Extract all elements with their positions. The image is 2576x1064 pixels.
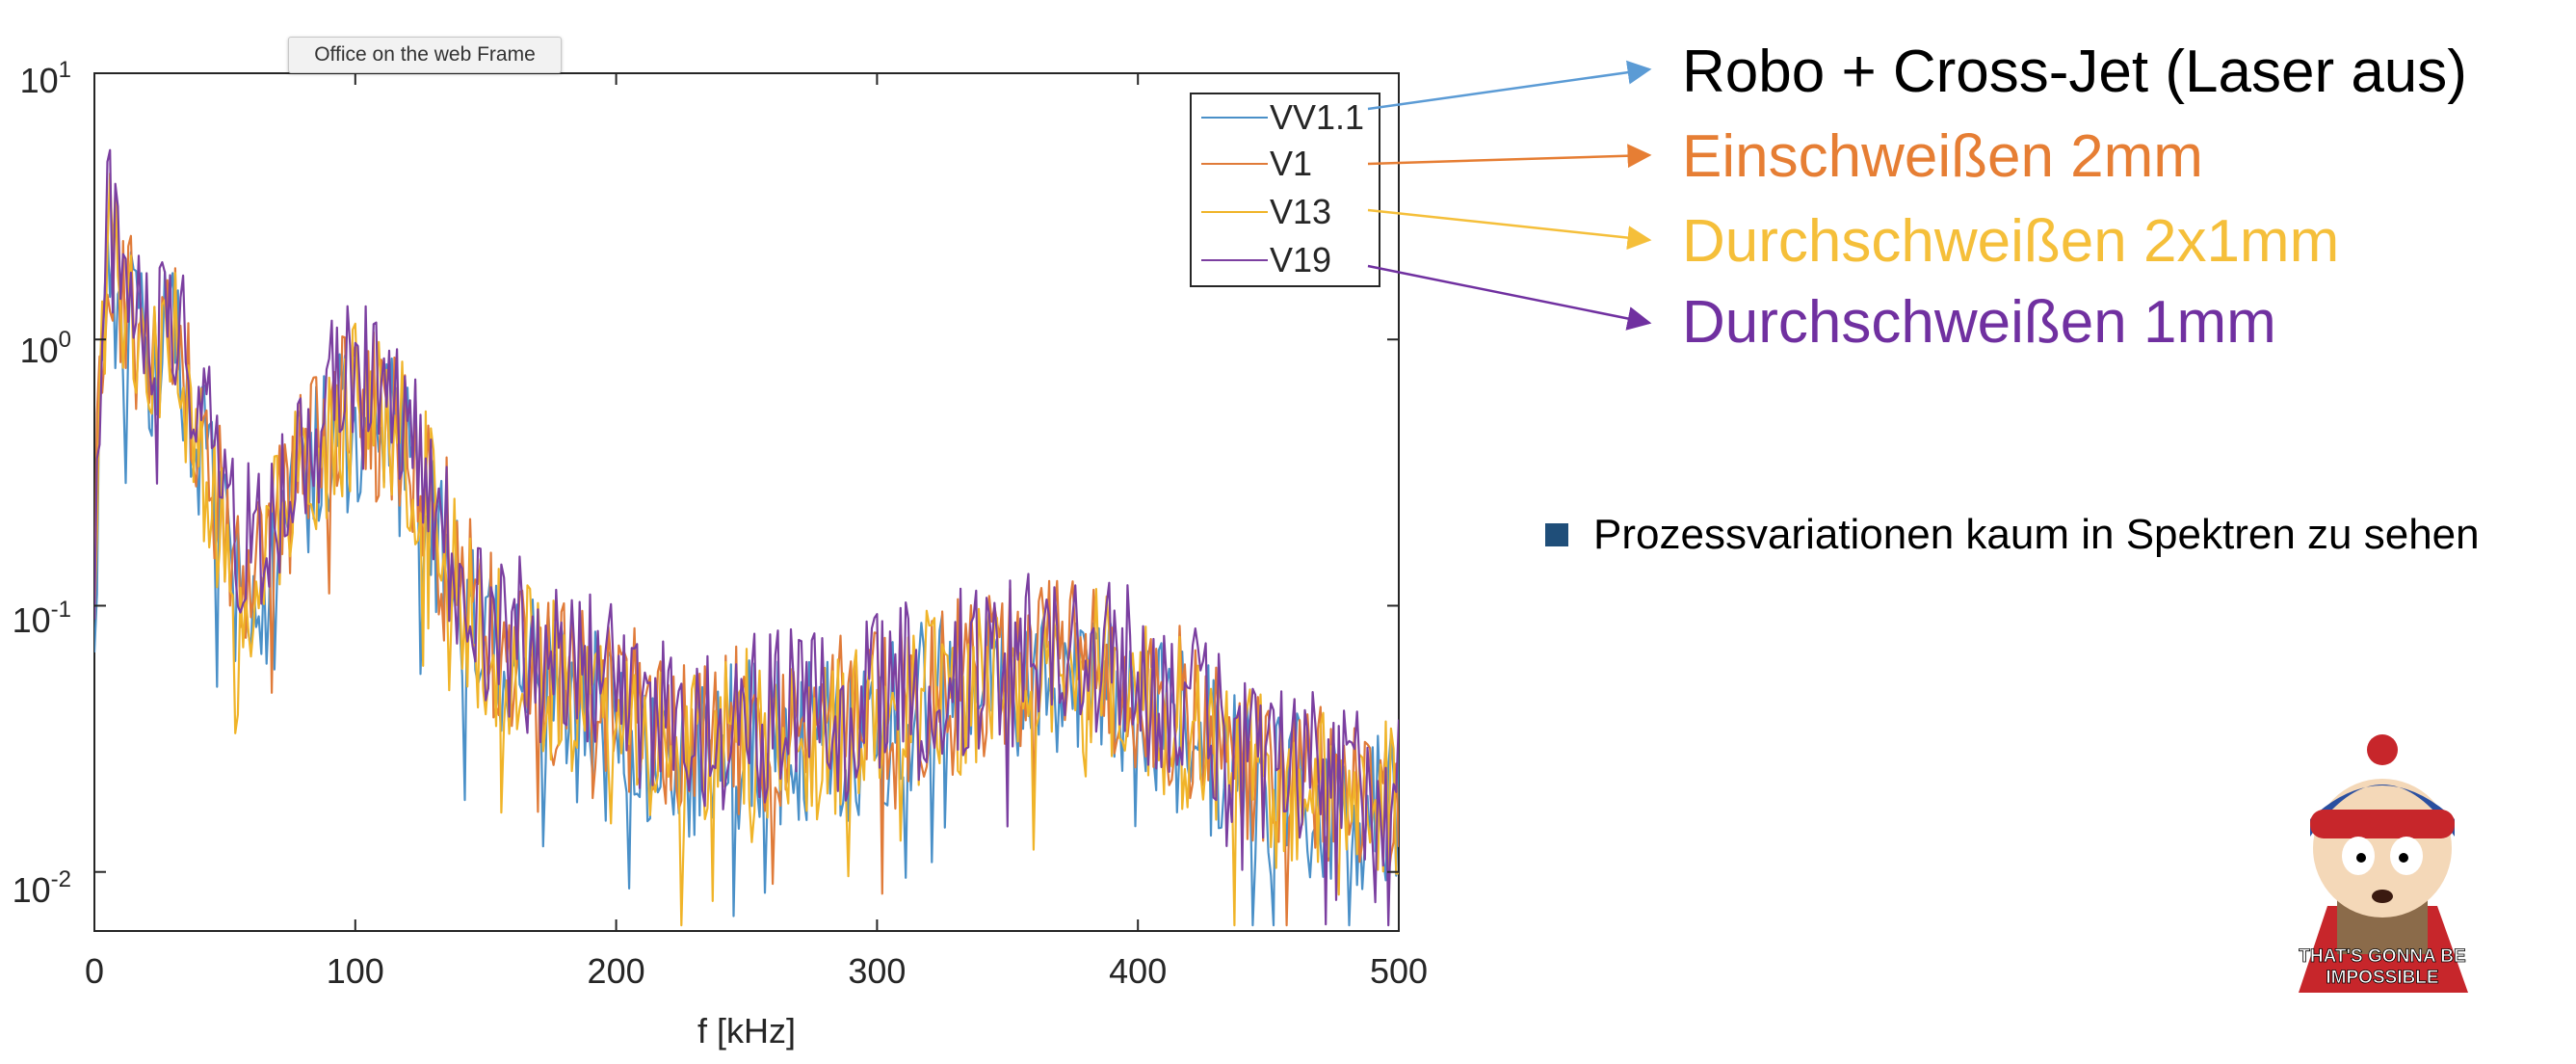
legend-label-v1: V1 [1270,144,1312,183]
svg-text:100: 100 [20,327,71,370]
chart-legend: VV1.1 V1 V13 V19 [1190,93,1380,287]
x-tick-200: 200 [588,951,645,991]
annotation-robo-cross-jet: Robo + Cross-Jet (Laser aus) [1682,39,2467,105]
meme-caption-line1: THAT'S GONNA BE [2299,946,2465,967]
meme-caption-line2: IMPOSSIBLE [2326,968,2438,988]
x-tick-300: 300 [848,951,906,991]
arrow-v1 [1367,144,1652,169]
svg-text:10-1: 10-1 [13,597,71,640]
svg-text:10-2: 10-2 [13,866,71,910]
series-line-v19 [94,148,1399,927]
series-line-v13 [94,172,1399,927]
x-tick-400: 400 [1109,951,1167,991]
bullet-point: Prozessvariationen kaum in Spektren zu s… [1545,511,2480,559]
x-tick-0: 0 [85,951,104,991]
y-tick-label-0: 100 [20,327,71,370]
annotation-durchschweissen-2x1: Durchschweißen 2x1mm [1682,208,2340,275]
bullet-square-icon [1545,523,1568,546]
bullet-text: Prozessvariationen kaum in Spektren zu s… [1593,511,2480,558]
arrow-vv1-1 [1367,60,1652,111]
annotation-durchschweissen-1: Durchschweißen 1mm [1682,289,2276,356]
legend-label-v19: V19 [1270,240,1331,279]
y-tick-label-1: 101 [20,57,71,100]
office-frame-tooltip: Office on the web Frame [288,37,562,73]
legend-label-v13: V13 [1270,192,1331,231]
annotation-einschweissen: Einschweißen 2mm [1682,123,2203,190]
tick-layer [93,72,1400,931]
y-tick-label-minus2: 10-2 [13,866,71,910]
arrow-v19 [1367,264,1652,331]
y-tick-label-minus1: 10-1 [13,597,71,640]
x-axis-label: f [kHz] [697,1011,796,1051]
series-layer [94,148,1399,927]
x-tick-100: 100 [327,951,384,991]
svg-text:101: 101 [20,57,71,100]
stan-meme-sticker: THAT'S GONNA BE IMPOSSIBLE [2299,734,2468,993]
x-tick-500: 500 [1370,951,1428,991]
arrow-v13 [1367,208,1652,251]
legend-label-vv1-1: VV1.1 [1270,97,1364,137]
